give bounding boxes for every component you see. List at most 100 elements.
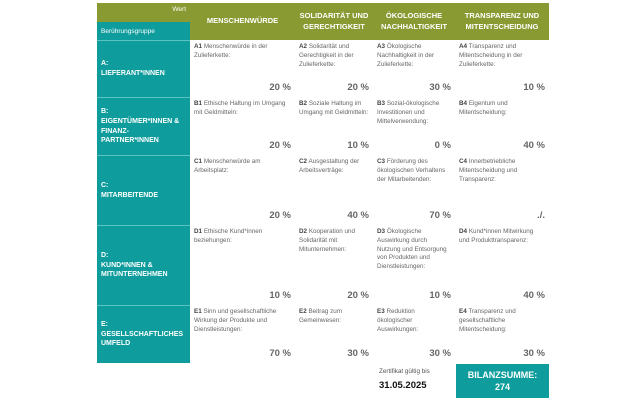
cell-text: Innerbetriebliche Mitentscheidung und Tr… [459, 158, 518, 183]
matrix-cell: B3 Sozial-ökologische Investitionen und … [373, 97, 455, 155]
cell-text: Kund*innen Mitwirkung und Produkttranspa… [459, 228, 534, 244]
cell-value: 10 % [347, 139, 369, 151]
matrix-cell: B4 Eigentum und Mitentscheidung: 40 % [455, 97, 549, 155]
column-header: TRANSPARENZ UND MITENTSCHEIDUNG [455, 3, 549, 40]
cell-value: 20 % [269, 209, 291, 221]
row-label: MITARBEITENDE [101, 191, 159, 199]
cell-value: 70 % [269, 347, 291, 359]
certificate-date: 31.05.2025 [379, 380, 427, 391]
row-label: GESELLSCHAFTLICHES UMFELD [101, 330, 184, 348]
balance-sum-label: BILANZSUMME: [467, 370, 538, 380]
cell-text: Reduktion ökologischer Auswirkungen: [377, 308, 419, 333]
cell-text: Transparenz und gesellschaftliche Mitent… [459, 308, 516, 333]
cell-code: A2 [299, 43, 308, 50]
row-label: LIEFERANT*INNEN [101, 70, 165, 77]
column-header-label: MENSCHENWÜRDE [206, 16, 279, 26]
cell-value: 10 % [429, 289, 451, 301]
cell-text: Transparenz und Mitentscheidung in der Z… [459, 43, 523, 68]
matrix-cell: E4 Transparenz und gesellschaftliche Mit… [455, 305, 549, 363]
row-code: D: [101, 251, 109, 259]
cell-code: B4 [459, 100, 468, 107]
column-header-label: ÖKOLOGISCHE NACHHALTIGKEIT [380, 11, 448, 31]
cell-value: 10 % [523, 81, 545, 93]
cell-value: 40 % [523, 289, 545, 301]
cell-value: 40 % [347, 209, 369, 221]
value-axis-label: Wert [97, 3, 190, 22]
matrix-cell: C4 Innerbetriebliche Mitentscheidung und… [455, 155, 549, 225]
matrix-cell: A4 Transparenz und Mitentscheidung in de… [455, 40, 549, 97]
column-header-label: SOLIDARITÄT UND GERECHTIGKEIT [299, 11, 369, 31]
cell-value: 30 % [523, 347, 545, 359]
matrix-cell: A2 Solidarität und Gerechtigkeit in der … [295, 40, 373, 97]
row-header: D: KUND*INNEN & MITUNTERNEHMEN [97, 225, 190, 305]
cell-code: B3 [377, 100, 386, 107]
matrix-cell: A3 Ökologische Nachhaltigkeit in der Zul… [373, 40, 455, 97]
cell-code: D3 [377, 228, 386, 235]
row-label: EIGENTÜMER*INNEN & FINANZ-PARTNER*INNEN [101, 117, 180, 145]
certificate-label: Zertifikat gültig bis [379, 368, 430, 375]
cell-code: E4 [459, 308, 467, 315]
matrix-cell: E3 Reduktion ökologischer Auswirkungen: 3… [373, 305, 455, 363]
balance-sum-box: BILANZSUMME: 274 [456, 364, 549, 398]
row-code: A: [101, 60, 109, 68]
cell-value: 30 % [429, 347, 451, 359]
cell-code: C2 [299, 158, 308, 165]
cell-text: Menschenwürde am Arbeitsplatz: [194, 158, 261, 174]
row-code: B: [101, 107, 109, 115]
matrix-cell: A1 Menschenwürde in der Zulieferkette: 20… [190, 40, 295, 97]
cell-value: 20 % [269, 81, 291, 93]
cell-value: 0 % [434, 139, 451, 151]
row-label: KUND*INNEN & MITUNTERNEHMEN [101, 261, 168, 279]
cell-code: C3 [377, 158, 386, 165]
column-header: SOLIDARITÄT UND GERECHTIGKEIT [295, 3, 373, 40]
balance-sum-value: 274 [494, 382, 511, 393]
matrix-cell: E2 Beitrag zum Gemeinwesen: 30 % [295, 305, 373, 363]
matrix-cell: C1 Menschenwürde am Arbeitsplatz: 20 % [190, 155, 295, 225]
cell-text: Ausgestaltung der Arbeitsverträge: [299, 158, 360, 174]
matrix-cell: B1 Ethische Haltung im Umgang mit Geldmi… [190, 97, 295, 155]
cell-code: B1 [194, 100, 203, 107]
cell-code: C4 [459, 158, 468, 165]
row-code: C: [101, 181, 109, 189]
row-header: C: MITARBEITENDE [97, 155, 190, 225]
cell-value: 20 % [347, 289, 369, 301]
matrix-cell: C3 Förderung des ökologischen Verhaltens… [373, 155, 455, 225]
cell-code: E1 [194, 308, 202, 315]
row-header: B: EIGENTÜMER*INNEN & FINANZ-PARTNER*INNE… [97, 97, 190, 155]
cell-code: A4 [459, 43, 468, 50]
cell-text: Solidarität und Gerechtigkeit in der Zul… [299, 43, 354, 68]
group-axis-label: Berührungsgruppe [97, 22, 190, 40]
matrix-cell: D1 Ethische Kund*innen beziehungen: 10 % [190, 225, 295, 305]
matrix-cell: D4 Kund*innen Mitwirkung und Produkttran… [455, 225, 549, 305]
cell-value: 40 % [523, 139, 545, 151]
row-code: E: [101, 320, 108, 328]
cell-code: E2 [299, 308, 307, 315]
cell-text: Ethische Kund*innen beziehungen: [194, 228, 263, 244]
cell-value: 30 % [347, 347, 369, 359]
cell-code: A3 [377, 43, 386, 50]
cell-value: 30 % [429, 81, 451, 93]
cell-code: A1 [194, 43, 203, 50]
column-header-label: TRANSPARENZ UND MITENTSCHEIDUNG [464, 11, 540, 31]
cell-text: Menschenwürde in der Zulieferkette: [194, 43, 268, 59]
cell-text: Eigentum und Mitentscheidung: [459, 100, 508, 116]
cell-text: Ökologische Nachhaltigkeit in der Zulief… [377, 43, 435, 68]
matrix-cell: D3 Ökologische Auswirkung durch Nutzung … [373, 225, 455, 305]
cell-code: C1 [194, 158, 203, 165]
row-header: E: GESELLSCHAFTLICHES UMFELD [97, 305, 190, 363]
cell-text: Ökologische Auswirkung durch Nutzung und… [377, 228, 447, 271]
cell-code: D2 [299, 228, 308, 235]
cell-text: Beitrag zum Gemeinwesen: [299, 308, 343, 324]
cell-text: Kooperation und Solidarität mit Mitunter… [299, 228, 356, 253]
matrix-cell: B2 Soziale Haltung im Umgang mit Geldmit… [295, 97, 373, 155]
cell-value: 20 % [269, 139, 291, 151]
cell-text: Förderung des ökologischen Verhaltens de… [377, 158, 446, 183]
matrix-cell: E1 Sinn und gesellschaftliche Wirkung de… [190, 305, 295, 363]
cell-value: 20 % [347, 81, 369, 93]
cell-value: 10 % [269, 289, 291, 301]
cell-value: 70 % [429, 209, 451, 221]
matrix-cell: C2 Ausgestaltung der Arbeitsverträge: 40 … [295, 155, 373, 225]
cell-text: Soziale Haltung im Umgang mit Geldmittel… [299, 100, 369, 116]
matrix-cell: D2 Kooperation und Solidarität mit Mitun… [295, 225, 373, 305]
cell-text: Sinn und gesellschaftliche Wirkung der P… [194, 308, 277, 333]
